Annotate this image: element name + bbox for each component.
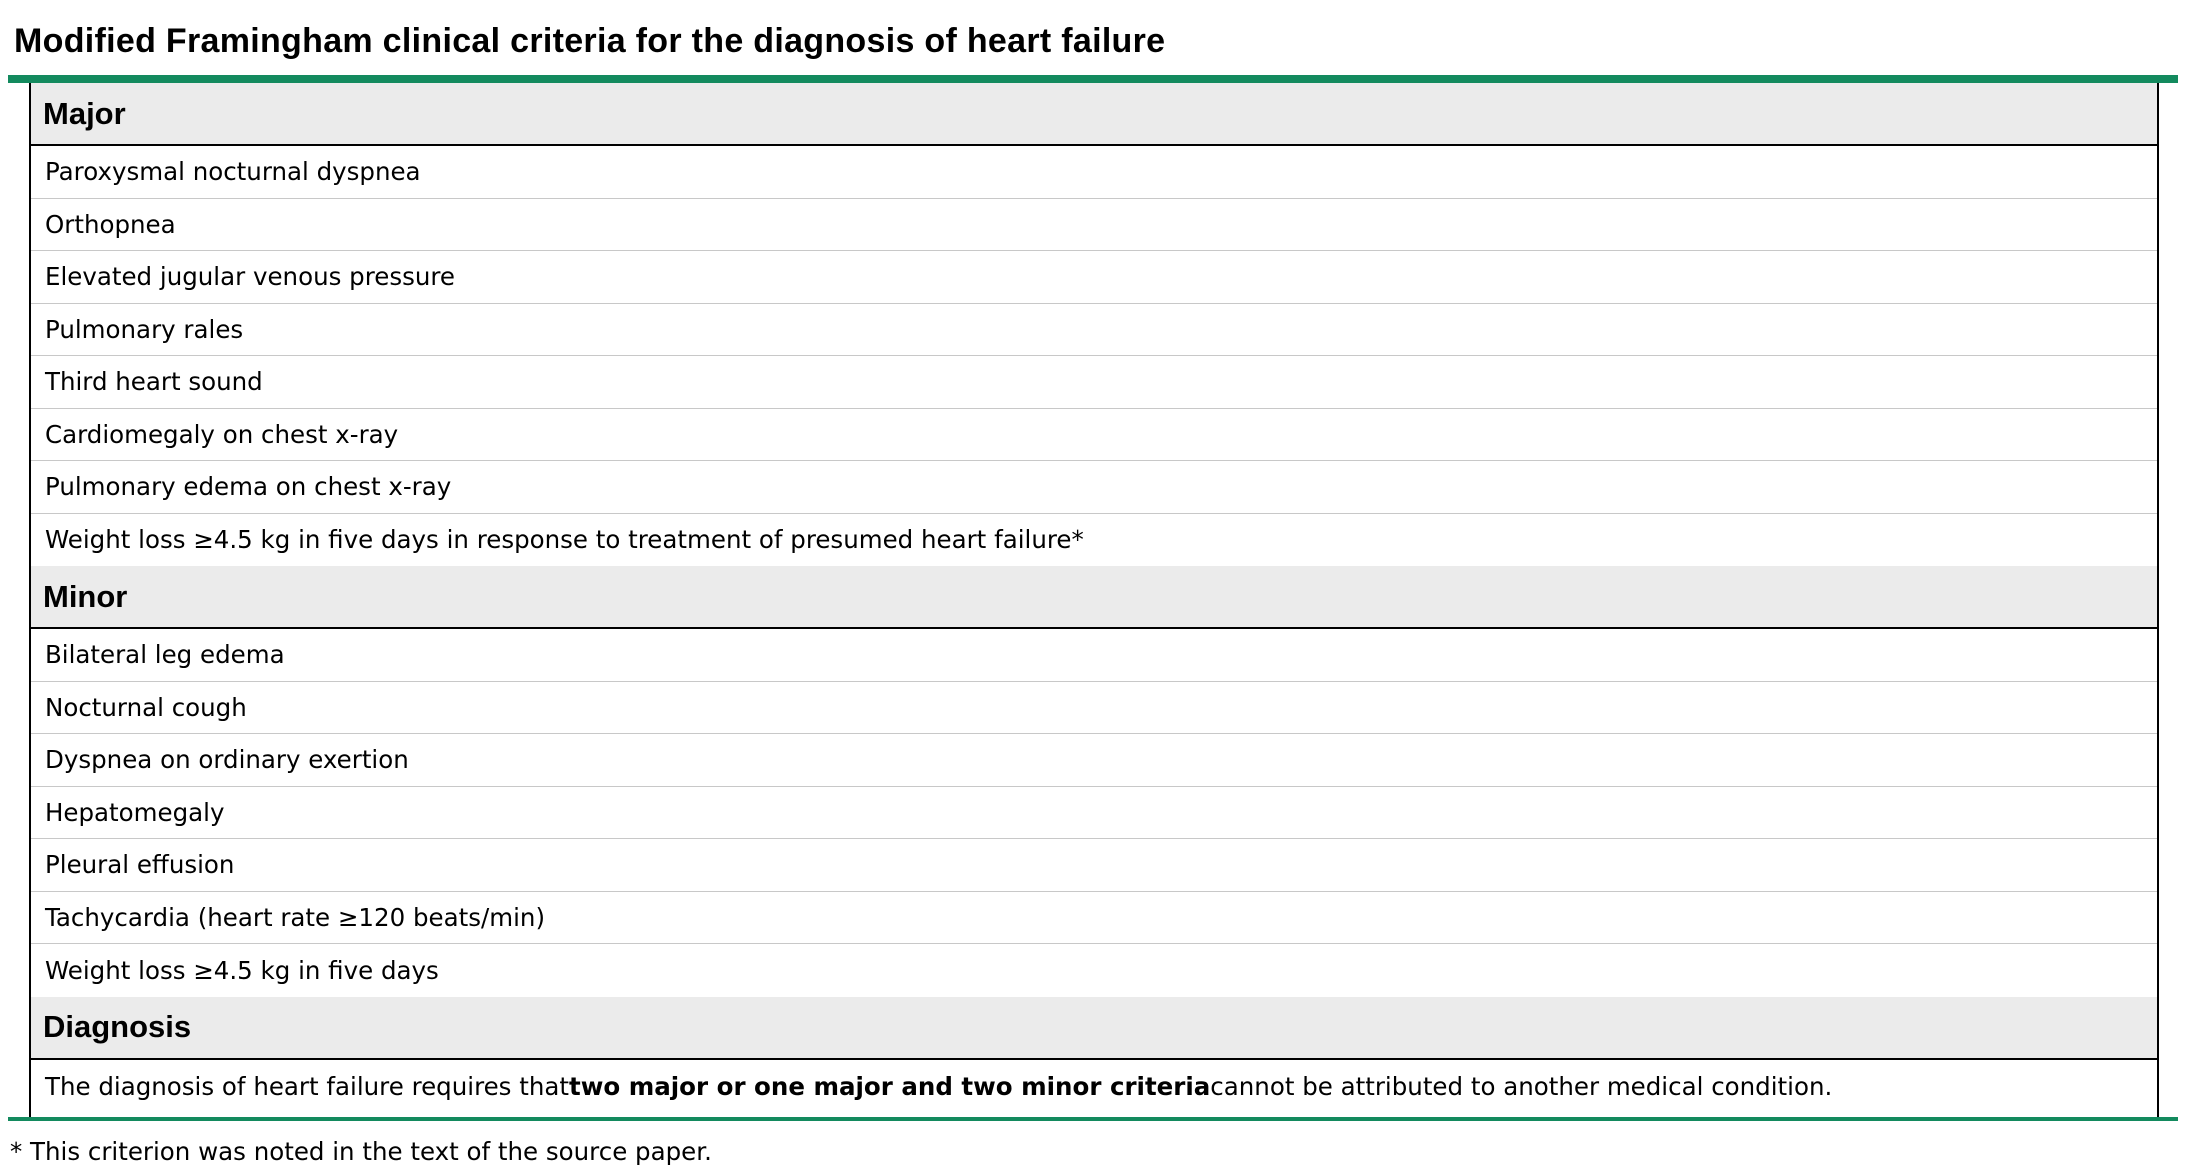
section-header-diagnosis: Diagnosis bbox=[31, 996, 2157, 1060]
diagnosis-text-start: The diagnosis of heart failure requires … bbox=[45, 1072, 569, 1101]
footnote: * This criterion was noted in the text o… bbox=[10, 1137, 712, 1166]
table-row: Dyspnea on ordinary exertion bbox=[31, 734, 2157, 787]
table-row: Weight loss ≥4.5 kg in five days bbox=[45, 955, 439, 985]
section-header-major: Major bbox=[31, 83, 2157, 146]
table-row: Elevated jugular venous pressure bbox=[31, 251, 2157, 304]
table-row: Pulmonary edema on chest x-ray bbox=[31, 461, 2157, 514]
table-row: Bilateral leg edema bbox=[31, 629, 2157, 682]
bottom-accent-rule bbox=[8, 1117, 2178, 1121]
table-row: Hepatomegaly bbox=[31, 787, 2157, 839]
top-accent-rule bbox=[8, 75, 2178, 83]
table-row: Nocturnal cough bbox=[31, 682, 2157, 734]
table-row: Pleural effusion bbox=[31, 839, 2157, 892]
diagnosis-text-end: cannot be attributed to another medical … bbox=[1210, 1072, 1833, 1101]
table-row: Weight loss ≥4.5 kg in five days in resp… bbox=[45, 525, 1084, 555]
table-row: Cardiomegaly on chest x-ray bbox=[31, 409, 2157, 461]
page-title: Modified Framingham clinical criteria fo… bbox=[14, 22, 1166, 60]
table-row: Paroxysmal nocturnal dyspnea bbox=[31, 146, 2157, 199]
table-row: Third heart sound bbox=[31, 356, 2157, 409]
diagnosis-text: The diagnosis of heart failure requires … bbox=[31, 1060, 2157, 1114]
table-row: Orthopnea bbox=[31, 199, 2157, 251]
table-row: Pulmonary rales bbox=[31, 304, 2157, 356]
section-header-minor: Minor bbox=[31, 566, 2157, 629]
diagnosis-text-emphasis: two major or one major and two minor cri… bbox=[569, 1072, 1211, 1101]
criteria-table: Major Paroxysmal nocturnal dyspnea Ortho… bbox=[29, 83, 2159, 1117]
table-row: Tachycardia (heart rate ≥120 beats/min) bbox=[31, 892, 2157, 944]
